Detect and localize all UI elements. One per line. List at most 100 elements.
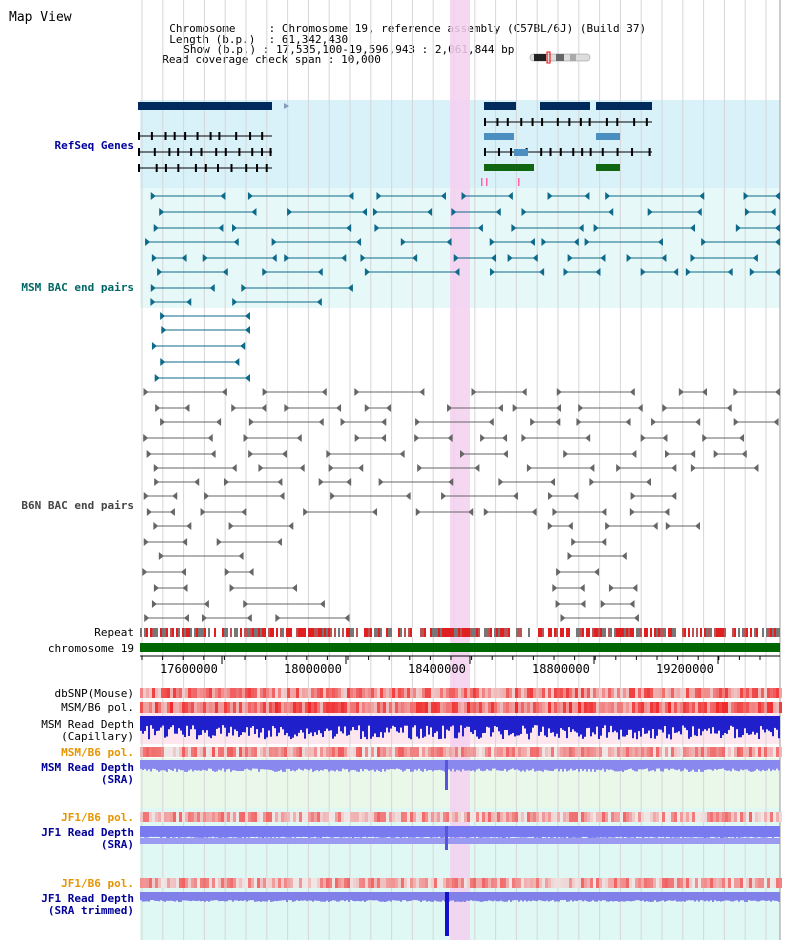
- polymorphism-cell: [749, 878, 752, 888]
- polymorphism-cell: [428, 688, 431, 698]
- read-depth-bar: [314, 760, 316, 771]
- gene-exon: [556, 118, 559, 126]
- read-depth-bar: [266, 760, 268, 770]
- b6n-bac-pair-end: [567, 522, 573, 530]
- polymorphism-cell: [503, 878, 506, 888]
- read-depth-bar: [700, 826, 702, 838]
- polymorphism-cell: [587, 688, 590, 698]
- read-depth-bar: [590, 826, 592, 838]
- b6n-bac-pair-end: [146, 508, 152, 516]
- b6n-bac-pair-end: [616, 464, 622, 472]
- read-depth-bar: [426, 760, 428, 771]
- polymorphism-cell: [341, 688, 344, 698]
- polymorphism-cell: [377, 812, 380, 822]
- read-depth-bar: [472, 716, 474, 734]
- read-depth-bar: [600, 892, 602, 902]
- read-depth-bar: [450, 716, 452, 727]
- polymorphism-cell: [518, 688, 521, 698]
- read-depth-bar: [480, 892, 482, 902]
- polymorphism-cell: [146, 878, 149, 888]
- repeat-block: [370, 628, 372, 637]
- polymorphism-cell: [584, 688, 587, 698]
- polymorphism-cell: [188, 878, 191, 888]
- read-depth-bar: [184, 760, 186, 772]
- read-depth-bar: [354, 826, 356, 838]
- read-depth-bar: [758, 826, 760, 838]
- repeat-block: [188, 628, 190, 637]
- read-depth-bar: [688, 826, 690, 838]
- b6n-bac-pair-end: [143, 492, 149, 500]
- polymorphism-cell: [431, 747, 434, 757]
- read-depth-bar: [536, 826, 538, 838]
- polymorphism-cell: [629, 812, 632, 822]
- repeat-block: [728, 628, 730, 637]
- polymorphism-cell: [233, 878, 236, 888]
- polymorphism-cell: [296, 688, 299, 698]
- polymorphism-cell: [689, 812, 692, 822]
- read-depth-bar: [416, 826, 418, 838]
- read-depth-bar: [336, 760, 338, 770]
- read-depth-bar: [770, 760, 772, 772]
- polymorphism-cell: [665, 688, 668, 698]
- read-depth-bar: [502, 892, 504, 902]
- polymorphism-cell: [452, 878, 455, 888]
- polymorphism-cell: [272, 812, 275, 822]
- read-depth-bar: [196, 826, 198, 838]
- read-depth-bar: [376, 892, 378, 901]
- polymorphism-cell: [551, 812, 554, 822]
- msm-bac-track-label[interactable]: MSM BAC end pairs: [21, 281, 134, 294]
- read-depth-bar: [508, 892, 510, 901]
- polymorphism-cell: [446, 812, 449, 822]
- read-depth-bar: [762, 892, 764, 901]
- read-depth-bar: [372, 826, 374, 837]
- b6n-bac-pair-end: [512, 492, 518, 500]
- polymorphism-cell: [236, 812, 239, 822]
- read-depth-bar: [492, 716, 494, 733]
- gene-body: [514, 149, 528, 156]
- read-depth-bar: [434, 892, 436, 901]
- polymorphism-cell: [668, 747, 671, 757]
- jf1-read-depth-trim-sub-label: (SRA trimmed): [47, 904, 134, 917]
- b6n-bac-pair-end: [662, 404, 668, 412]
- polymorphism-cell: [230, 878, 233, 888]
- read-depth-bar: [464, 826, 466, 838]
- read-depth-bar: [458, 826, 460, 838]
- read-depth-bar: [168, 716, 170, 730]
- polymorphism-cell: [245, 747, 248, 757]
- polymorphism-cell: [575, 747, 578, 757]
- read-depth-bar: [638, 826, 640, 838]
- read-depth-bar: [292, 826, 294, 837]
- polymorphism-cell: [386, 747, 389, 757]
- polymorphism-cell: [524, 702, 527, 713]
- polymorphism-cell: [356, 878, 359, 888]
- repeat-block: [658, 628, 660, 637]
- read-depth-bar: [696, 716, 698, 737]
- gene-exon: [216, 164, 219, 172]
- b6n-bac-pair-end: [386, 404, 392, 412]
- read-depth-bar: [184, 826, 186, 838]
- polymorphism-cell: [473, 878, 476, 888]
- b6n-bac-track-label[interactable]: B6N BAC end pairs: [21, 499, 134, 512]
- read-depth-bar: [398, 892, 400, 901]
- read-depth-bar: [716, 826, 718, 838]
- read-depth-spike: [445, 826, 448, 850]
- read-depth-bar: [516, 892, 518, 901]
- polymorphism-cell: [512, 878, 515, 888]
- read-depth-bar: [766, 716, 768, 730]
- polymorphism-cell: [779, 812, 782, 822]
- repeat-block: [282, 628, 284, 637]
- refseq-track-label[interactable]: RefSeq Genes: [54, 139, 134, 152]
- polymorphism-cell: [527, 747, 530, 757]
- read-depth-bar: [156, 716, 158, 731]
- read-depth-bar: [656, 716, 658, 736]
- polymorphism-cell: [635, 812, 638, 822]
- read-depth-bar: [606, 892, 608, 902]
- read-depth-bar: [248, 826, 250, 838]
- read-depth-bar: [564, 760, 566, 769]
- msm-bac-pair-end: [752, 254, 758, 262]
- snp-tick: [486, 178, 488, 186]
- b6n-bac-pair-end: [733, 388, 739, 396]
- polymorphism-cell: [467, 878, 470, 888]
- read-depth-bar: [238, 826, 240, 838]
